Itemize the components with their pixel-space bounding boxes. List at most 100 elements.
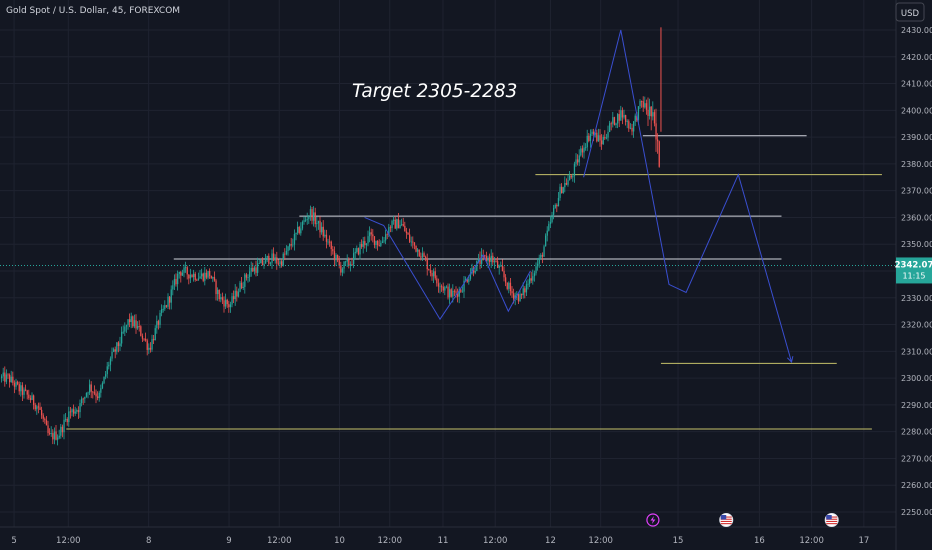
candle [639,99,641,110]
candle [165,304,168,308]
candle [569,170,571,181]
candle [105,370,107,380]
candle [517,292,520,304]
candle [313,206,315,227]
candle [413,242,416,250]
x-axis[interactable]: 5 12:00 8 9 12:00 10 12:00 11 12:00 12 12:00 15 16 12… [11,536,869,546]
candle [228,300,230,313]
candle [351,257,353,266]
candle [655,108,657,152]
candle [447,283,449,300]
candle [125,324,128,333]
candle [37,402,40,414]
candle [633,121,635,138]
candle [327,238,329,245]
candle [441,284,443,292]
candle [377,240,379,251]
candle [98,390,100,402]
candle [436,275,438,287]
candle [609,120,611,133]
candle [521,293,523,300]
candle [4,366,6,387]
candle [356,245,358,254]
candle [58,429,60,440]
candle [106,361,108,379]
candle [437,278,440,293]
x-tick-label: 11 [438,536,449,546]
candle [527,279,529,290]
candle [465,276,467,281]
candle [623,109,625,120]
candle [508,281,510,294]
candle [412,236,414,249]
candle [329,235,331,247]
y-tick-label: 2400.00 [901,106,932,115]
candle [612,111,614,128]
y-axis[interactable]: 2250.00 2260.00 2270.00 2280.00 2290.00 2300.… [901,26,932,517]
candle [210,275,212,279]
candle [81,396,83,407]
pattern-zigzag[interactable] [364,216,531,321]
candle [245,272,248,281]
candle [530,271,532,284]
candle [362,236,364,254]
candle [87,391,89,399]
candle [535,262,537,276]
candle [273,247,275,262]
candle [53,427,56,445]
candle [620,105,622,121]
x-tick-label: 9 [226,536,231,546]
projection-zigzag[interactable] [583,29,792,363]
candle [321,222,323,235]
candle [596,129,598,143]
currency-button[interactable]: USD [895,2,925,22]
candle [231,292,233,308]
candle [173,274,176,290]
candle [109,356,112,372]
candle [260,258,262,264]
candle [234,284,236,306]
candle [439,282,441,294]
candle [73,404,75,417]
x-tick-label: 17 [858,536,869,546]
candle [25,384,27,392]
candle [493,257,496,269]
lightning-icon[interactable] [646,513,660,527]
candle [532,269,534,285]
candle [397,212,400,229]
x-tick-label: 12:00 [56,536,81,546]
candle [615,122,617,128]
candle [501,259,504,272]
candle [509,278,512,296]
y-tick-label: 2410.00 [901,80,932,89]
candle [647,97,649,126]
candle [364,236,366,249]
x-tick-label: 12:00 [483,536,508,546]
us-flag-icon[interactable] [824,513,839,527]
candle [170,285,172,310]
candle [236,286,238,302]
candle [524,286,526,299]
y-tick-label: 2390.00 [901,133,932,142]
candle [346,254,348,267]
candle [570,174,572,180]
y-tick-label: 2330.00 [901,294,932,303]
candle [108,361,110,370]
us-flag-icon[interactable] [719,513,734,527]
candle [138,320,140,332]
candle [61,424,64,438]
candle [145,332,147,342]
candle [428,268,430,271]
candle [317,220,320,230]
candle [93,385,96,396]
candle [629,123,632,130]
candle [271,249,273,269]
candle [348,257,350,269]
candle [325,229,328,249]
y-tick-label: 2310.00 [901,347,932,356]
candle [2,367,4,382]
y-tick-label: 2370.00 [901,187,932,196]
symbol-title: Gold Spot / U.S. Dollar, 45, FOREXCOM [6,6,180,16]
candle [369,226,371,243]
